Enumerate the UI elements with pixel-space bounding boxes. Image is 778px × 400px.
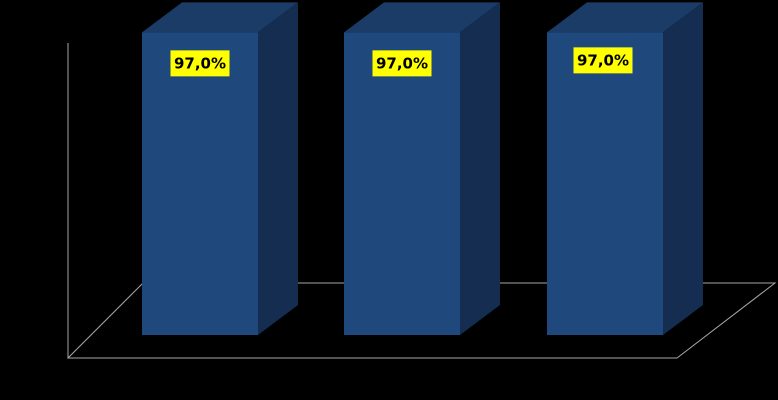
data-label-text: 97,0% <box>376 54 428 72</box>
bar-front-face <box>547 32 663 336</box>
data-label-2: 97,0% <box>372 50 432 77</box>
bars-group <box>142 2 703 336</box>
data-label-background <box>573 47 633 74</box>
bar-front-face <box>142 32 258 336</box>
bar-3 <box>547 2 703 336</box>
bar-top-face <box>344 2 500 33</box>
bar-side-face <box>663 2 703 336</box>
data-label-background <box>372 50 432 77</box>
bar-front-face <box>344 32 460 336</box>
bar-top-face <box>142 2 298 33</box>
data-label-3: 97,0% <box>573 47 633 74</box>
bar-1 <box>142 2 298 336</box>
bar-2 <box>344 2 500 336</box>
data-label-1: 97,0% <box>170 50 230 77</box>
bar-top-face <box>547 2 703 33</box>
data-label-text: 97,0% <box>174 54 226 72</box>
data-label-text: 97,0% <box>577 51 629 69</box>
axes-group <box>66 43 777 359</box>
bar-side-face <box>258 2 298 336</box>
data-labels-group: 97,0% 97,0% 97,0% <box>170 47 633 77</box>
bar-side-face <box>460 2 500 336</box>
data-label-background <box>170 50 230 77</box>
chart-floor <box>66 282 777 359</box>
